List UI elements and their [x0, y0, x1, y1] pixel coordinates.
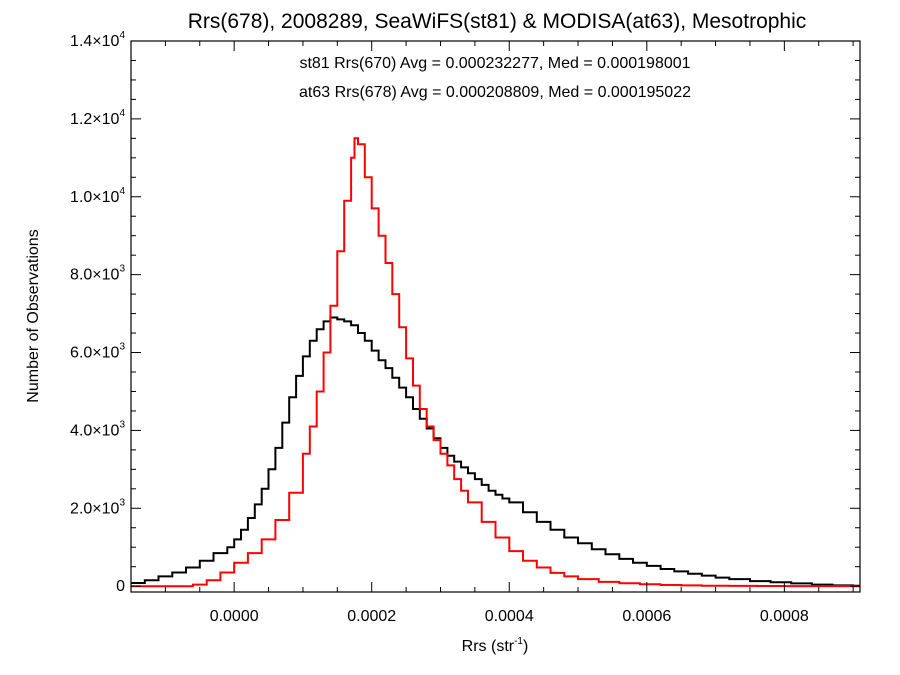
y-tick-mantissa: 4.0×10: [70, 422, 119, 439]
y-tick-label: 0: [116, 578, 125, 595]
y-tick-exponent: 3: [119, 264, 125, 275]
x-tick-label: 0.0006: [622, 608, 671, 625]
y-tick-exponent: 3: [119, 497, 125, 508]
y-tick-mantissa: 1.4×10: [70, 33, 119, 50]
x-axis-label: Rrs (str-1): [462, 636, 529, 655]
annotation-st81: st81 Rrs(670) Avg = 0.000232277, Med = 0…: [299, 55, 690, 72]
y-tick-label: 1.0×104: [70, 186, 125, 206]
y-tick-mantissa: 2.0×10: [70, 500, 119, 517]
x-tick-label: 0.0008: [760, 608, 809, 625]
y-tick-label: 6.0×103: [70, 342, 125, 362]
y-axis-label: Number of Observations: [25, 229, 42, 402]
series-layer: [131, 137, 860, 588]
series-st81: [131, 316, 860, 587]
x-axis-label-superscript: -1: [514, 636, 523, 647]
x-tick-label: 0.0004: [485, 608, 534, 625]
y-tick-label: 8.0×103: [70, 264, 125, 284]
y-tick-exponent: 3: [119, 342, 125, 353]
y-tick-exponent: 3: [119, 419, 125, 430]
y-tick-label: 2.0×103: [70, 497, 125, 517]
y-tick-mantissa: 1.2×10: [70, 111, 119, 128]
x-tick-label: 0.0000: [210, 608, 259, 625]
y-tick-exponent: 4: [119, 186, 125, 197]
plot-frame: [130, 40, 861, 593]
x-axis-label-close: ): [523, 638, 528, 655]
y-tick-label: 1.4×104: [70, 30, 125, 50]
x-tick-label: 0.0002: [347, 608, 396, 625]
y-tick-label: 4.0×103: [70, 419, 125, 439]
series-at63: [131, 137, 860, 588]
y-tick-exponent: 4: [119, 30, 125, 41]
y-tick-mantissa: 0: [116, 578, 125, 595]
chart-title: Rrs(678), 2008289, SeaWiFS(st81) & MODIS…: [188, 10, 807, 33]
y-tick-exponent: 4: [119, 108, 125, 119]
y-tick-label: 1.2×104: [70, 108, 125, 128]
y-tick-mantissa: 1.0×10: [70, 189, 119, 206]
annotation-at63: at63 Rrs(678) Avg = 0.000208809, Med = 0…: [299, 84, 691, 101]
x-axis-label-base: Rrs (str: [462, 638, 515, 655]
y-tick-mantissa: 8.0×10: [70, 267, 119, 284]
tick-layer: 0.0000 0.0002 0.0004 0.0006 0.000802.0×1034.…: [70, 30, 860, 625]
y-tick-mantissa: 6.0×10: [70, 345, 119, 362]
